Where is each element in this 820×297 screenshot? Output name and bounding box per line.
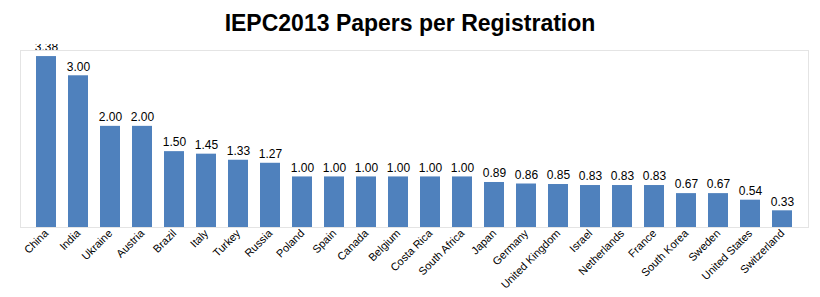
svg-text:Costa Rica: Costa Rica <box>387 226 435 274</box>
svg-text:South Korea: South Korea <box>639 226 691 278</box>
svg-text:0.89: 0.89 <box>483 166 507 180</box>
svg-text:Poland: Poland <box>274 227 307 260</box>
svg-text:Ukraine: Ukraine <box>79 227 114 262</box>
svg-text:Switzerland: Switzerland <box>738 227 787 276</box>
svg-text:0.67: 0.67 <box>675 177 699 191</box>
svg-text:Italy: Italy <box>188 227 211 250</box>
svg-text:United Kingdom: United Kingdom <box>499 227 563 291</box>
svg-text:1.00: 1.00 <box>355 161 379 175</box>
svg-text:France: France <box>625 226 659 260</box>
svg-text:0.85: 0.85 <box>547 168 571 182</box>
svg-text:1.45: 1.45 <box>195 138 219 152</box>
svg-text:3.00: 3.00 <box>67 60 91 74</box>
html-text:IEPC2013 Papers per Registrati: IEPC2013 Papers per Registration <box>224 10 596 36</box>
svg-text:Japan: Japan <box>469 227 499 257</box>
svg-text:United States: United States <box>699 226 755 283</box>
svg-text:Russia: Russia <box>242 226 275 259</box>
svg-text:1.00: 1.00 <box>451 161 475 175</box>
svg-text:Israel: Israel <box>567 227 595 255</box>
svg-text:Germany: Germany <box>489 226 531 268</box>
svg-text:Turkey: Turkey <box>210 227 242 259</box>
svg-text:0.86: 0.86 <box>515 168 539 182</box>
svg-text:1.00: 1.00 <box>323 161 347 175</box>
svg-text:Brazil: Brazil <box>150 227 178 255</box>
svg-text:Belgium: Belgium <box>365 226 403 264</box>
svg-text:South Africa: South Africa <box>416 226 467 277</box>
svg-text:1.33: 1.33 <box>227 144 251 158</box>
svg-text:Spain: Spain <box>310 227 338 255</box>
svg-text:1.00: 1.00 <box>419 161 443 175</box>
svg-text:0.54: 0.54 <box>739 184 763 198</box>
svg-text:0.33: 0.33 <box>771 195 795 209</box>
svg-text:1.00: 1.00 <box>387 161 411 175</box>
svg-text:China: China <box>22 226 51 255</box>
svg-text:3.38: 3.38 <box>35 44 59 54</box>
svg-text:0.83: 0.83 <box>579 169 603 183</box>
svg-text:Sweden: Sweden <box>685 226 723 264</box>
svg-text:0.83: 0.83 <box>611 169 635 183</box>
svg-text:2.00: 2.00 <box>131 110 155 124</box>
svg-text:2.00: 2.00 <box>99 110 123 124</box>
svg-text:0.67: 0.67 <box>707 177 731 191</box>
svg-text:1.27: 1.27 <box>259 147 283 161</box>
svg-text:0.83: 0.83 <box>643 169 667 183</box>
svg-text:Canada: Canada <box>335 226 371 262</box>
svg-text:1.00: 1.00 <box>291 161 315 175</box>
svg-text:Austria: Austria <box>114 226 147 259</box>
svg-text:Netherlands: Netherlands <box>576 227 627 278</box>
svg-text:India: India <box>57 226 83 252</box>
svg-text:1.50: 1.50 <box>163 135 187 149</box>
